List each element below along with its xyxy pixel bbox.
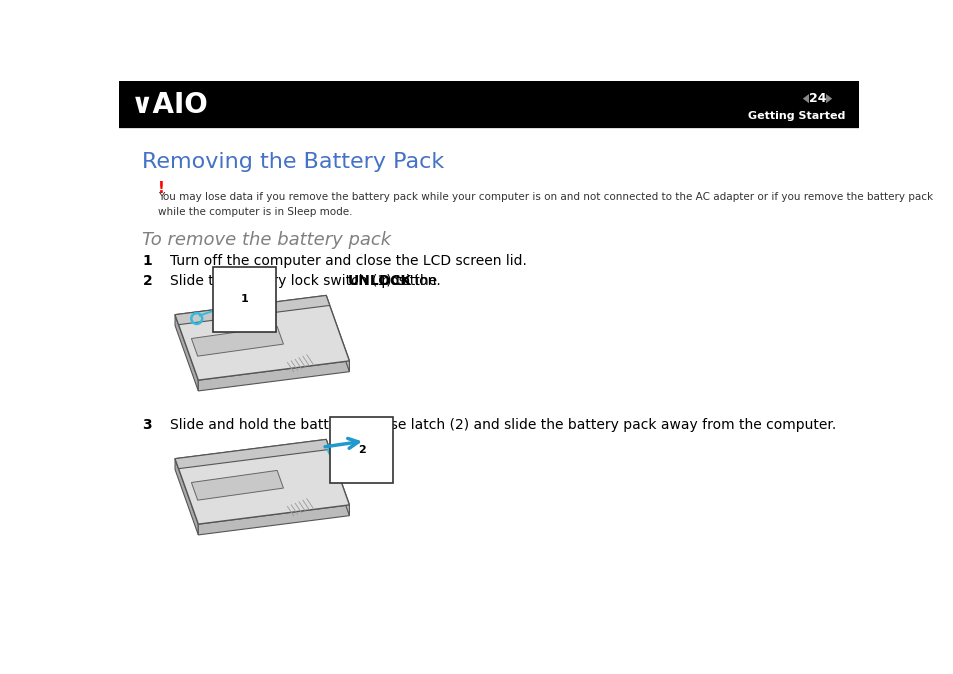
Polygon shape [198, 505, 349, 535]
Text: 2: 2 [142, 274, 152, 288]
Text: ∨AIO: ∨AIO [131, 91, 209, 119]
Text: 1: 1 [241, 295, 249, 304]
Polygon shape [174, 295, 330, 325]
Text: UNLOCK: UNLOCK [347, 274, 412, 288]
Text: You may lose data if you remove the battery pack while your computer is on and n: You may lose data if you remove the batt… [158, 192, 932, 217]
Text: Turn off the computer and close the LCD screen lid.: Turn off the computer and close the LCD … [170, 254, 526, 268]
Text: 1: 1 [142, 254, 152, 268]
Text: Getting Started: Getting Started [747, 111, 844, 121]
Polygon shape [174, 459, 198, 535]
Text: To remove the battery pack: To remove the battery pack [142, 231, 392, 249]
Text: Slide and hold the battery release latch (2) and slide the battery pack away fro: Slide and hold the battery release latch… [170, 418, 835, 432]
Text: 2: 2 [357, 446, 365, 455]
Polygon shape [825, 94, 831, 103]
Text: !: ! [158, 181, 165, 197]
Text: 3: 3 [142, 418, 152, 432]
Polygon shape [192, 470, 283, 500]
Polygon shape [192, 326, 283, 356]
Polygon shape [198, 361, 349, 391]
Polygon shape [174, 295, 349, 380]
Polygon shape [174, 439, 330, 468]
Polygon shape [326, 439, 349, 516]
Text: Slide the battery lock switch (1) to the: Slide the battery lock switch (1) to the [170, 274, 440, 288]
Polygon shape [326, 295, 349, 371]
Polygon shape [802, 94, 808, 103]
Polygon shape [174, 315, 198, 391]
Text: 24: 24 [808, 92, 825, 105]
Text: Removing the Battery Pack: Removing the Battery Pack [142, 152, 444, 173]
Text: position.: position. [376, 274, 440, 288]
Polygon shape [174, 439, 349, 524]
Bar [119, 81, 858, 127]
